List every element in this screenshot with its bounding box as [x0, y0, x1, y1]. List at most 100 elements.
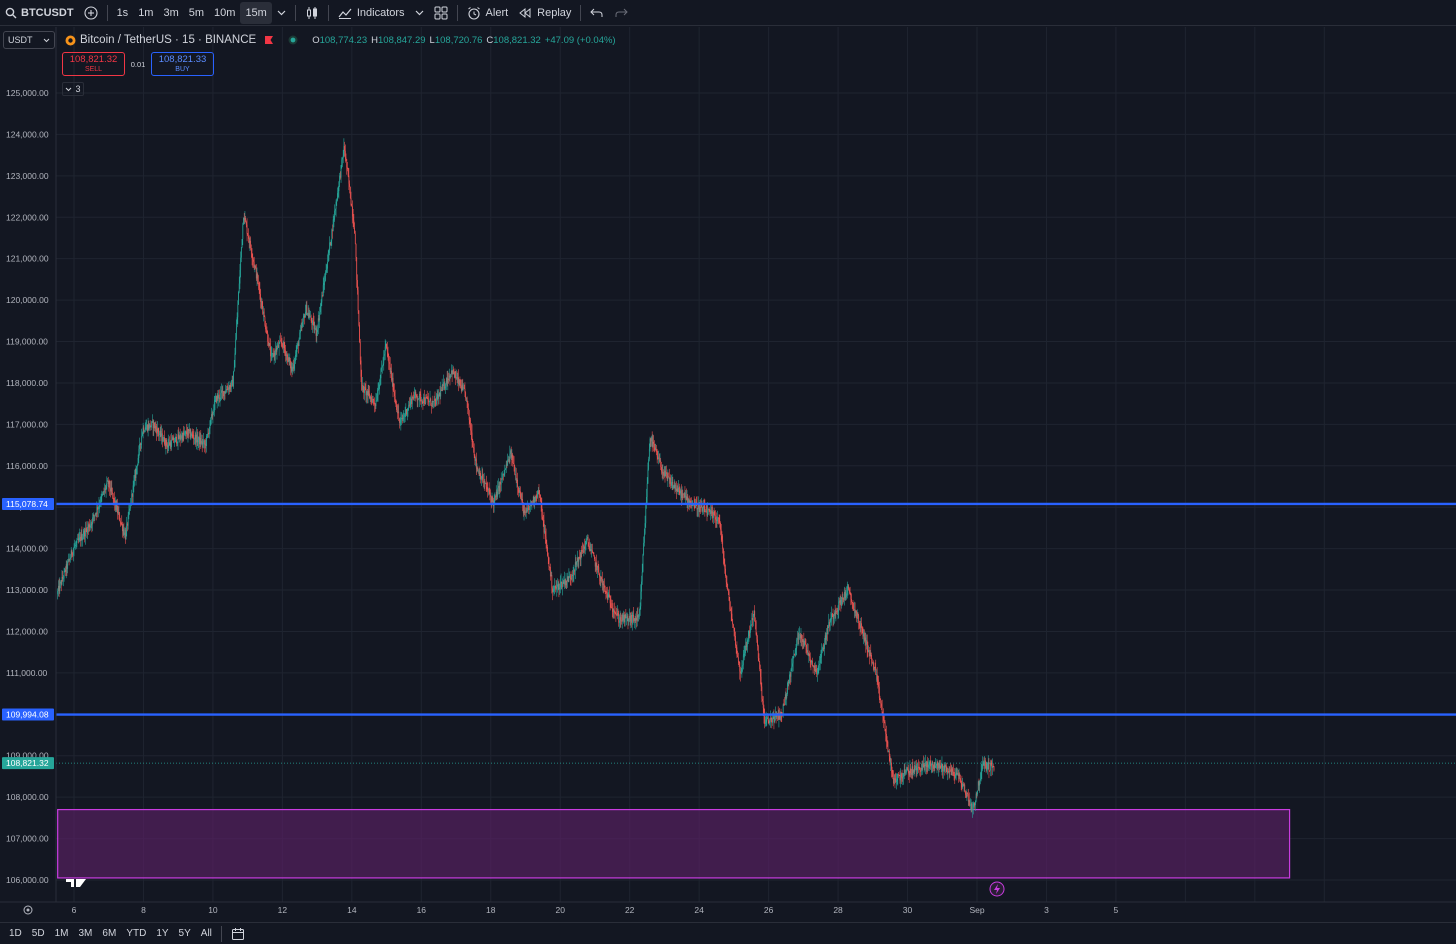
demand-zone-rectangle[interactable] [57, 808, 1291, 879]
candle-body [621, 615, 623, 622]
buy-button[interactable]: 108,821.33 BUY [151, 52, 214, 76]
candle-body [805, 644, 807, 647]
order-quantity[interactable]: 0.01 [130, 59, 146, 69]
candle-body [142, 432, 143, 436]
settings-gear-icon[interactable] [23, 905, 33, 915]
candle-body [816, 673, 818, 675]
goto-date-button[interactable] [226, 923, 250, 944]
range-all[interactable]: All [200, 928, 212, 939]
interval-15m[interactable]: 15m [240, 1, 272, 24]
candle-body [916, 768, 918, 771]
range-ytd[interactable]: YTD [126, 928, 147, 939]
interval-dropdown-button[interactable] [272, 2, 291, 24]
candle-body [779, 713, 781, 720]
interval-5m[interactable]: 5m [188, 6, 205, 19]
sell-button[interactable]: 108,821.32 SELL [62, 52, 125, 76]
candle-body [119, 520, 121, 523]
candle-body [903, 769, 905, 774]
candle-body [201, 440, 203, 445]
level-price-label: 109,994.08 [6, 710, 49, 720]
interval-3m[interactable]: 3m [163, 6, 179, 19]
layout-button[interactable] [429, 2, 453, 24]
currency-select[interactable]: USDT [3, 31, 55, 49]
alert-button[interactable]: Alert [462, 2, 514, 24]
candle-body [211, 414, 213, 417]
candle-body [298, 339, 300, 347]
candle-body [223, 391, 224, 397]
candle-body [371, 398, 373, 403]
candle-body [134, 475, 135, 482]
candle-body [354, 227, 355, 234]
price-chart[interactable]: 106,000.00 107,000.00 108,000.00 109,000.00… [0, 27, 1456, 922]
symbol-search-button[interactable]: BTCUSDT [0, 2, 79, 24]
candle-body [937, 763, 939, 769]
range-3m[interactable]: 3M [78, 928, 93, 939]
candle-body [167, 444, 169, 448]
candle-body [672, 482, 674, 489]
undo-button[interactable] [585, 2, 609, 24]
candle-body [847, 586, 849, 588]
candle-body [543, 520, 545, 533]
candle-body [739, 662, 741, 672]
range-5y[interactable]: 5Y [178, 928, 191, 939]
candle-body [302, 321, 303, 327]
candle-body [654, 447, 656, 451]
replay-button[interactable]: Replay [513, 2, 576, 24]
candle-body [296, 346, 298, 353]
range-1m[interactable]: 1M [54, 928, 69, 939]
candle-body [535, 496, 536, 502]
candle-body [250, 248, 252, 254]
candle-body [824, 644, 825, 649]
candle-body [883, 716, 884, 721]
range-6m[interactable]: 6M [102, 928, 117, 939]
candle-body [612, 609, 614, 612]
candle-body [441, 385, 443, 391]
candle-body [963, 784, 965, 786]
candle-body [860, 623, 862, 628]
candle-body [207, 432, 209, 435]
candle-body [893, 777, 894, 784]
candle-body [240, 257, 242, 270]
chart-type-button[interactable] [300, 2, 324, 24]
candle-body [784, 694, 786, 705]
candle-body [924, 765, 926, 767]
candle-body [760, 668, 761, 677]
candle-body [581, 550, 583, 551]
redo-button[interactable] [609, 2, 633, 24]
candle-body [895, 780, 897, 782]
range-1y[interactable]: 1Y [156, 928, 169, 939]
candle-body [891, 769, 893, 773]
interval-1s[interactable]: 1s [116, 6, 129, 19]
interval-1m[interactable]: 1m [138, 6, 154, 19]
candle-body [901, 777, 903, 779]
candle-body [793, 654, 795, 658]
compare-symbol-button[interactable] [79, 2, 103, 24]
candle-body [395, 399, 397, 405]
candle-body [767, 717, 769, 722]
time-axis[interactable] [0, 902, 1456, 922]
indicators-button[interactable]: Indicators [333, 2, 410, 24]
interval-10m[interactable]: 10m [214, 6, 236, 19]
price-axis[interactable] [0, 27, 56, 902]
candle-body [262, 307, 264, 314]
symbol-description[interactable]: Bitcoin / TetherUS · 15 · BINANCE [65, 34, 298, 46]
indicators-collapse-toggle[interactable]: 3 [62, 82, 84, 96]
candle-body [301, 326, 303, 328]
candle-body [78, 537, 80, 541]
candle-body [799, 634, 800, 636]
range-1d[interactable]: 1D [9, 928, 22, 939]
candle-body [312, 320, 313, 325]
candle-body [553, 589, 555, 591]
candle-body [181, 435, 183, 441]
range-5d[interactable]: 5D [31, 928, 45, 939]
candle-body [82, 535, 84, 538]
candle-body [789, 674, 791, 677]
candle-body [763, 707, 765, 716]
candle-body [364, 386, 365, 393]
indicators-templates-dropdown[interactable] [410, 2, 429, 24]
candle-body [143, 427, 145, 432]
candle-body [505, 468, 506, 470]
candle-body [444, 387, 446, 389]
candle-body [709, 510, 711, 514]
candle-body [604, 585, 605, 588]
